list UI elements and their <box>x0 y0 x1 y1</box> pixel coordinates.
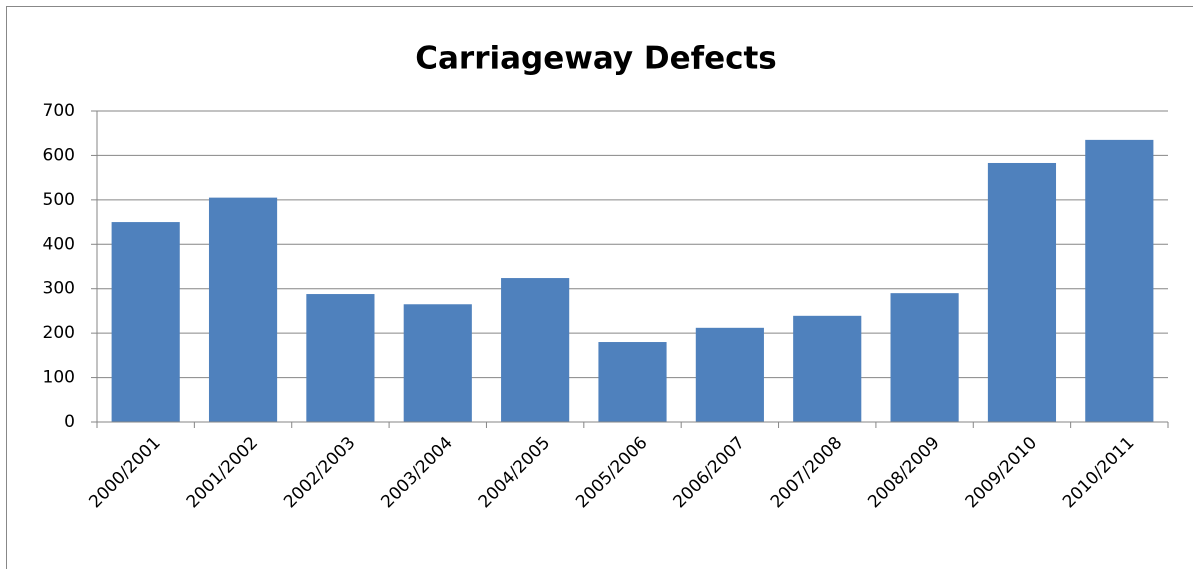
y-tick-label: 600 <box>43 145 75 165</box>
bar <box>987 162 1057 422</box>
chart-frame <box>6 6 1193 569</box>
y-tick-label: 700 <box>43 101 75 121</box>
y-tick-label: 400 <box>43 234 75 254</box>
bar <box>695 327 764 422</box>
bar <box>890 293 959 422</box>
bar <box>598 342 667 422</box>
chart-title: Carriageway Defects <box>415 41 777 77</box>
bar <box>111 222 180 422</box>
y-tick-label: 200 <box>43 323 75 343</box>
y-tick-label: 0 <box>64 412 75 432</box>
bar <box>1085 139 1154 422</box>
bar <box>501 278 570 422</box>
y-tick-label: 500 <box>43 190 75 210</box>
bar <box>403 304 472 422</box>
bar <box>208 197 278 422</box>
y-tick-label: 100 <box>43 368 75 388</box>
y-tick-label: 300 <box>43 279 75 299</box>
bar <box>306 294 375 422</box>
bar <box>793 315 862 422</box>
